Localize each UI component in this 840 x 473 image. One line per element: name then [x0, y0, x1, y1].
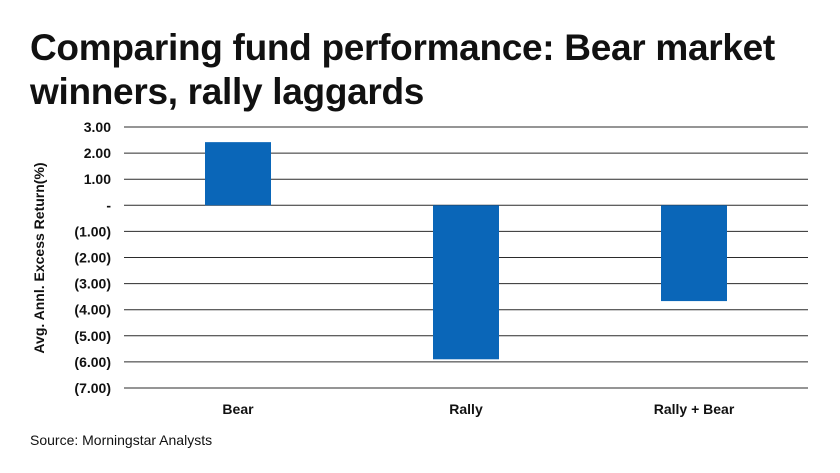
y-tick-label: 3.00: [84, 119, 111, 135]
y-tick-label: 2.00: [84, 145, 111, 161]
y-axis-title: Avg. Annl. Excess Return(%): [31, 162, 47, 353]
y-tick-label: (2.00): [74, 250, 111, 266]
bar-rally: [433, 205, 499, 360]
y-tick-label: (7.00): [74, 380, 111, 396]
y-tick-label: 1.00: [84, 171, 111, 187]
y-tick-label: -: [106, 197, 111, 213]
y-tick-label: (3.00): [74, 276, 111, 292]
source-note: Source: Morningstar Analysts: [30, 432, 213, 448]
x-category-label: Bear: [222, 401, 254, 417]
y-tick-label: (1.00): [74, 223, 111, 239]
x-axis-categories: Bear Rally Rally + Bear: [222, 401, 734, 417]
x-category-label: Rally: [449, 401, 483, 417]
x-category-label: Rally + Bear: [654, 401, 735, 417]
chart-title: Comparing fund performance: Bear market …: [30, 27, 775, 112]
bars: [205, 142, 727, 360]
y-tick-label: (5.00): [74, 328, 111, 344]
y-axis-ticks: 3.00 2.00 1.00 - (1.00) (2.00) (3.00) (4.00) (5.…: [74, 119, 111, 396]
bar-rally-bear: [661, 205, 727, 302]
y-tick-label: (6.00): [74, 354, 111, 370]
y-tick-label: (4.00): [74, 302, 111, 318]
bar-bear: [205, 142, 271, 206]
